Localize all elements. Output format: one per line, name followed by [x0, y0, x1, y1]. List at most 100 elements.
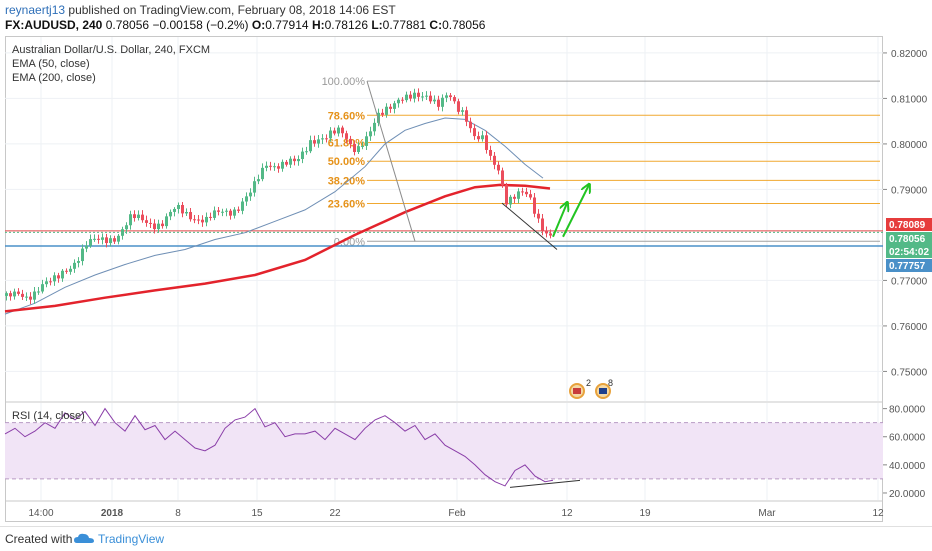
candle-body	[289, 158, 292, 165]
candle-body	[545, 230, 548, 234]
y-tick-label: 0.77000	[891, 276, 928, 287]
footer: Created with TradingView	[0, 526, 932, 551]
candle-body	[477, 136, 480, 140]
candle-body	[305, 151, 308, 153]
candle-body	[485, 135, 488, 150]
x-tick-label: 12	[872, 508, 884, 519]
candle-body	[201, 219, 204, 223]
candle-body	[473, 128, 476, 137]
rsi-legend: RSI (14, close)	[12, 410, 85, 422]
candle-body	[173, 208, 176, 212]
candle-body	[449, 95, 452, 98]
ema50-legend: EMA (50, close)	[12, 58, 90, 70]
candle-body	[393, 103, 396, 109]
bullish-arrow	[552, 203, 567, 238]
publish-info: reynaertj13 published on TradingView.com…	[5, 3, 396, 17]
close-label: C:	[429, 18, 443, 32]
candle-body	[105, 237, 108, 244]
candle-body	[317, 139, 320, 144]
ema50-line	[4, 117, 544, 315]
candle-body	[57, 275, 60, 279]
x-tick-label: 12	[561, 508, 573, 519]
candle-body	[293, 158, 296, 162]
candle-body	[25, 296, 28, 298]
tradingview-link[interactable]: TradingView	[98, 532, 165, 546]
open-label: O:	[251, 18, 266, 32]
candle-body	[129, 214, 132, 226]
fib-level-label: 78.60%	[328, 110, 366, 122]
y-tick-label: 0.79000	[891, 185, 928, 196]
candle-body	[373, 122, 376, 132]
candle-body	[69, 268, 72, 272]
fib-level-label: 23.60%	[328, 199, 366, 211]
candle-body	[497, 164, 500, 171]
candle-body	[161, 223, 164, 227]
candle-body	[233, 209, 236, 216]
candle-body	[185, 211, 188, 214]
close-value: 0.78056	[442, 18, 486, 32]
price-label-box	[886, 259, 932, 272]
event-count-label: 8	[608, 378, 613, 388]
low-value: 0.77881	[382, 18, 427, 32]
candle-body	[133, 214, 136, 219]
candle-body	[481, 135, 484, 140]
candle-body	[65, 270, 68, 272]
candle-body	[353, 144, 356, 152]
candle-body	[213, 210, 216, 218]
candle-body	[505, 185, 508, 205]
candle-body	[369, 131, 372, 137]
candle-body	[237, 209, 240, 211]
author-link[interactable]: reynaertj13	[5, 3, 66, 17]
candle-body	[445, 95, 448, 98]
candle-body	[457, 101, 460, 112]
candle-body	[253, 181, 256, 193]
rsi-band	[5, 422, 883, 479]
candle-body	[469, 121, 472, 129]
flag-icon	[573, 388, 581, 394]
candle-body	[157, 223, 160, 230]
candle-body	[465, 110, 468, 122]
candle-body	[245, 196, 248, 202]
candle-body	[273, 166, 276, 168]
candle-body	[389, 106, 392, 109]
candle-body	[405, 94, 408, 101]
y-tick-label: 0.82000	[891, 49, 928, 60]
candle-body	[85, 245, 88, 249]
price-label: 0.77757	[889, 261, 926, 272]
candle-body	[461, 110, 464, 112]
candle-body	[309, 140, 312, 152]
candle-body	[81, 248, 84, 262]
candle-body	[397, 99, 400, 104]
price-label-box	[886, 232, 932, 245]
candle-body	[137, 214, 140, 219]
candle-body	[409, 94, 412, 99]
candle-body	[345, 133, 348, 139]
candle-body	[17, 291, 20, 294]
candle-body	[421, 96, 424, 98]
bullish-arrow	[562, 185, 589, 238]
candle-body	[333, 130, 336, 134]
candle-body	[549, 233, 552, 236]
candle-body	[21, 293, 24, 297]
candle-body	[329, 130, 332, 139]
price-label: 02:54:02	[889, 247, 929, 258]
candle-body	[337, 127, 340, 134]
rsi-trendline	[509, 479, 581, 488]
candle-body	[269, 165, 272, 167]
price-label: 0.78089	[889, 220, 926, 231]
y-tick-label: 0.76000	[891, 322, 928, 333]
x-tick-label: 15	[251, 508, 263, 519]
candle-body	[277, 166, 280, 169]
candle-body	[197, 219, 200, 221]
candle-body	[29, 296, 32, 300]
y-tick-label: 0.75000	[891, 367, 928, 378]
candle-body	[521, 191, 524, 193]
candle-body	[9, 293, 12, 297]
rsi-y-tick-label: 60.0000	[889, 433, 926, 444]
candle-body	[37, 291, 40, 293]
candle-body	[321, 138, 324, 140]
x-tick-label: Feb	[448, 508, 466, 519]
candle-body	[533, 197, 536, 214]
x-tick-label: 22	[329, 508, 341, 519]
